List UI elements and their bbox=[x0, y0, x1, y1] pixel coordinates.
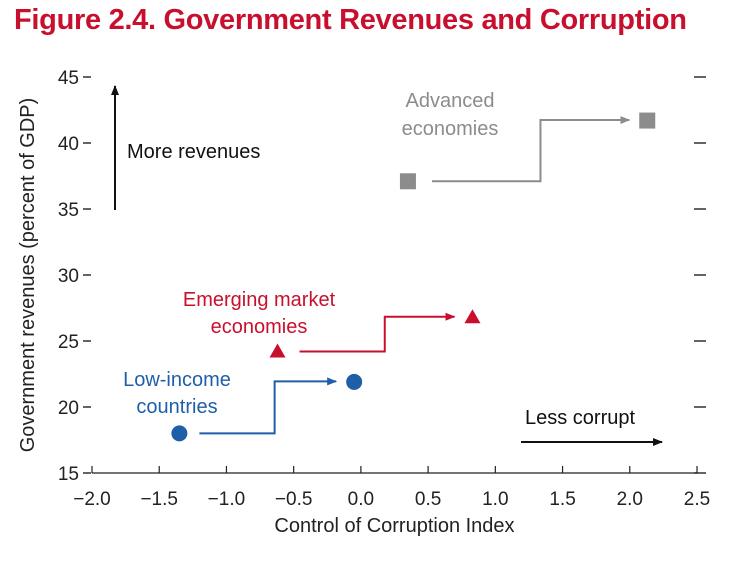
annotations: More revenues Less corrupt Low-income count… bbox=[111, 85, 663, 446]
x-tick-label: 0.5 bbox=[415, 489, 441, 510]
x-tick-label: −1.5 bbox=[140, 489, 178, 510]
y-tick-label: 20 bbox=[58, 398, 79, 419]
chart-title: Figure 2.4. Government Revenues and Corr… bbox=[14, 4, 687, 36]
x-tick-label: −1.0 bbox=[208, 489, 246, 510]
data-point-circle bbox=[346, 373, 363, 390]
x-tick-label: 0.0 bbox=[348, 489, 374, 510]
axes: −2.0 −1.5 −1.0 −0.5 0.0 0.5 1.0 1.5 2.0 2.5 Contro… bbox=[17, 68, 710, 537]
x-tick-label: −0.5 bbox=[275, 489, 313, 510]
data-point-triangle bbox=[269, 343, 286, 358]
data-point-square bbox=[639, 112, 656, 129]
series-label-circle: countries bbox=[136, 396, 217, 418]
connector-arrow-triangle bbox=[299, 312, 456, 353]
x-tick-label: 1.0 bbox=[482, 489, 508, 510]
series-label-square: economies bbox=[402, 118, 499, 140]
series-label-circle: Low-income bbox=[123, 369, 231, 391]
connector-arrow-square bbox=[431, 116, 631, 183]
x-tick-label: 2.0 bbox=[617, 489, 643, 510]
x-tick-label: −2.0 bbox=[73, 489, 111, 510]
more-revenues-label: More revenues bbox=[127, 141, 260, 163]
series-label-square: Advanced bbox=[406, 90, 495, 112]
connector-arrow-circle bbox=[199, 377, 338, 435]
data-point-square bbox=[399, 173, 416, 190]
data-marks bbox=[171, 112, 656, 442]
y-tick-label: 30 bbox=[58, 266, 79, 287]
y-tick-label: 15 bbox=[58, 464, 79, 485]
series-label-triangle: Emerging market bbox=[183, 289, 336, 311]
y-tick-label: 45 bbox=[58, 68, 79, 89]
y-axis-label: Government revenues (percent of GDP) bbox=[17, 98, 39, 453]
x-tick-label: 2.5 bbox=[684, 489, 710, 510]
y-tick-label: 35 bbox=[58, 200, 79, 221]
y-tick-label: 40 bbox=[58, 134, 79, 155]
less-corrupt-label: Less corrupt bbox=[525, 407, 635, 429]
data-point-circle bbox=[171, 425, 188, 442]
series-label-triangle: economies bbox=[211, 316, 308, 338]
y-tick-label: 25 bbox=[58, 332, 79, 353]
x-axis-label: Control of Corruption Index bbox=[274, 515, 514, 537]
x-tick-label: 1.5 bbox=[549, 489, 575, 510]
data-point-triangle bbox=[464, 309, 481, 324]
